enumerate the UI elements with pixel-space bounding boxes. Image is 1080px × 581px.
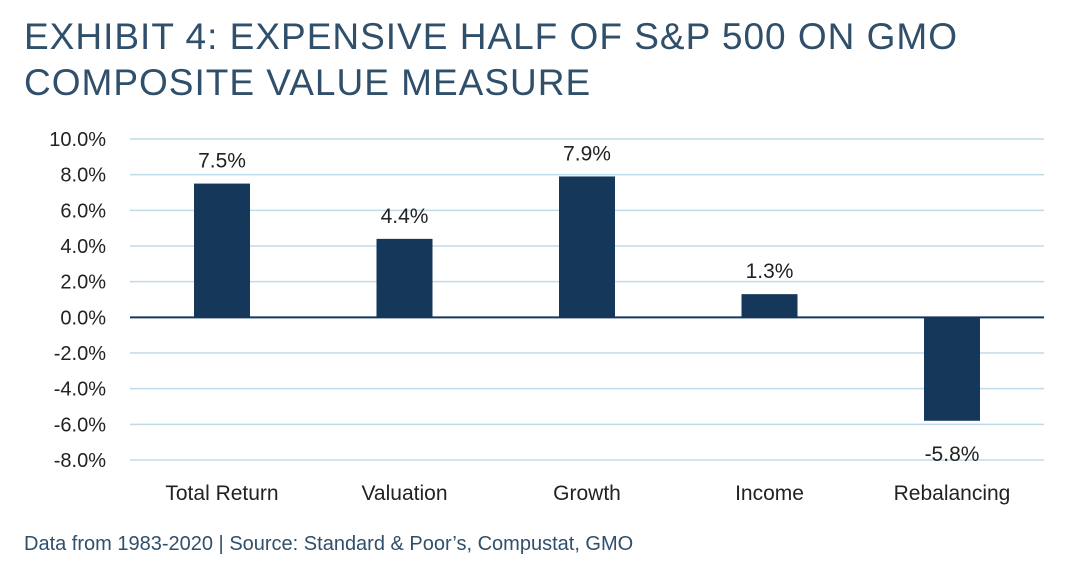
- y-tick-label: 6.0%: [60, 200, 106, 222]
- bars: [194, 176, 980, 421]
- y-tick-label: -2.0%: [54, 343, 106, 365]
- chart-title: EXHIBIT 4: EXPENSIVE HALF OF S&P 500 ON …: [24, 14, 1054, 106]
- source-footnote: Data from 1983-2020 | Source: Standard &…: [24, 533, 634, 555]
- data-label: 4.4%: [381, 205, 429, 228]
- bar-chart: 10.0% 8.0% 6.0% 4.0% 2.0% 0.0% -2.0% -4.0% -6.0%…: [49, 129, 1044, 505]
- y-tick-label: 10.0%: [49, 129, 106, 151]
- y-tick-label: 0.0%: [60, 307, 106, 329]
- category-label: Valuation: [361, 482, 447, 505]
- category-label: Growth: [553, 482, 621, 505]
- y-tick-label: -4.0%: [54, 379, 106, 401]
- bar-rebalancing: [924, 317, 980, 421]
- data-label: 7.5%: [198, 150, 246, 173]
- y-axis-tick-labels: 10.0% 8.0% 6.0% 4.0% 2.0% 0.0% -2.0% -4.0% -6.0%…: [49, 129, 106, 472]
- y-tick-label: -8.0%: [54, 450, 106, 472]
- chart-title-line-2: COMPOSITE VALUE MEASURE: [24, 62, 592, 103]
- y-tick-label: 8.0%: [60, 165, 106, 187]
- y-tick-label: -6.0%: [54, 414, 106, 436]
- category-label: Rebalancing: [894, 482, 1011, 505]
- bar-valuation: [376, 238, 433, 318]
- chart-title-line-1: EXHIBIT 4: EXPENSIVE HALF OF S&P 500 ON …: [24, 16, 959, 57]
- x-axis-category-labels: Total Return Valuation Growth Income Rebalan…: [165, 482, 1010, 505]
- bar-income: [741, 294, 798, 318]
- y-tick-label: 2.0%: [60, 272, 106, 294]
- category-label: Income: [735, 482, 804, 505]
- data-label: 7.9%: [563, 142, 611, 165]
- category-label: Total Return: [165, 482, 278, 505]
- bar-total-return: [194, 183, 250, 318]
- y-tick-label: 4.0%: [60, 236, 106, 258]
- data-label: 1.3%: [746, 260, 794, 283]
- bar-growth: [559, 176, 615, 318]
- data-label: -5.8%: [925, 443, 980, 466]
- data-labels: 7.5% 4.4% 7.9% 1.3% -5.8%: [198, 142, 979, 465]
